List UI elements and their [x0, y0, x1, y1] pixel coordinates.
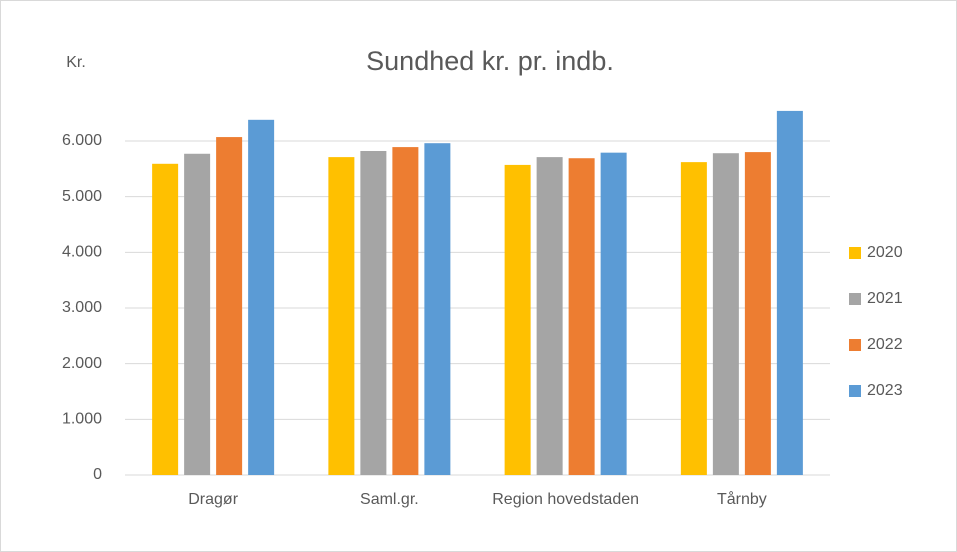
legend-swatch [849, 339, 861, 351]
y-tick-label: 5.000 [62, 188, 102, 205]
y-tick-label: 6.000 [62, 132, 102, 149]
chart-title: Sundhed kr. pr. indb. [366, 46, 614, 76]
bar [360, 150, 387, 475]
legend-swatch [849, 293, 861, 305]
y-tick-label: 0 [93, 466, 102, 483]
legend-label: 2021 [867, 290, 903, 307]
bar [776, 110, 803, 475]
legend-label: 2020 [867, 244, 903, 261]
bar [504, 164, 531, 475]
bar [712, 153, 739, 475]
legend-swatch [849, 247, 861, 259]
legend-label: 2022 [867, 336, 903, 353]
bar [392, 147, 419, 476]
y-tick-label: 1.000 [62, 411, 102, 428]
bar [536, 157, 563, 475]
bar [152, 163, 179, 476]
bar [568, 158, 595, 476]
bar [248, 119, 275, 475]
bar [680, 162, 707, 475]
x-tick-label: Saml.gr. [360, 491, 419, 508]
x-tick-label: Region hovedstaden [492, 491, 640, 508]
x-tick-label: Dragør [188, 491, 239, 508]
bar [328, 157, 355, 475]
y-tick-label: 4.000 [62, 244, 102, 261]
bar [744, 152, 771, 475]
y-tick-label: 2.000 [62, 355, 102, 372]
y-tick-label: 3.000 [62, 299, 102, 316]
bar [424, 143, 451, 475]
bar [216, 137, 243, 475]
y-axis-label: Kr. [66, 54, 86, 71]
legend-label: 2023 [867, 382, 903, 399]
x-tick-label: Tårnby [716, 491, 767, 508]
legend-swatch [849, 385, 861, 397]
bar [184, 153, 211, 475]
bar [600, 152, 627, 476]
